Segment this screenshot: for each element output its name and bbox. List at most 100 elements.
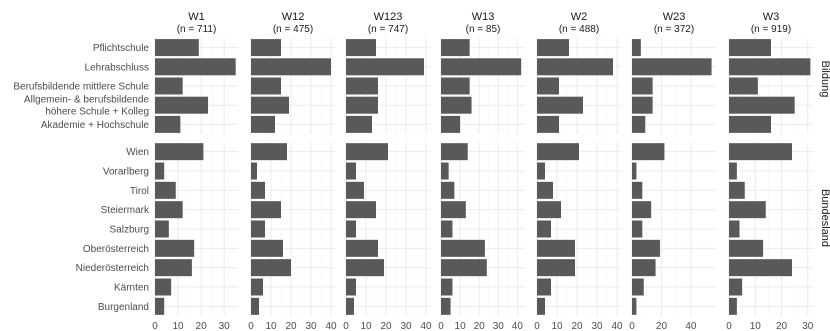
bar-w13-ober-sterreich [441, 239, 485, 257]
column-strip-label: W13 [472, 11, 495, 23]
bar-w2-wien [537, 143, 579, 161]
bar-w1-k-rnten [155, 278, 172, 296]
x-tick-label: 0 [534, 321, 540, 331]
bar-w12-berufsbildende-mittlere-schule [251, 77, 281, 95]
category-label: Salzburg [110, 225, 149, 236]
bar-w13-nieder-sterreich [441, 259, 487, 277]
category-label: Pflichtschule [93, 43, 150, 54]
bar-w1-lehrabschluss [155, 58, 236, 76]
bar-w1-pflichtschule [155, 39, 199, 57]
x-tick-label: 0 [629, 321, 635, 331]
column-n-label: (n = 372) [654, 24, 694, 35]
bar-w3-pflichtschule [729, 39, 771, 57]
bar-w12-k-rnten [251, 278, 263, 296]
column-strip-label: W3 [763, 11, 780, 23]
bar-w23-pflichtschule [632, 39, 641, 57]
bar-w13-k-rnten [441, 278, 453, 296]
bar-w12-burgenland [251, 297, 259, 315]
x-tick-label: 10 [172, 321, 184, 331]
bar-w12-wien [251, 143, 287, 161]
x-tick-label: 40 [611, 321, 623, 331]
bar-w3-salzburg [729, 220, 740, 238]
bar-w123-akademie-hochschule [346, 115, 372, 133]
bar-w12-nieder-sterreich [251, 259, 291, 277]
column-strip-label: W1 [188, 11, 205, 23]
bar-w2-tirol [537, 181, 553, 199]
row-strip-label-bundesland: Bundesland [819, 189, 830, 247]
bar-w2-k-rnten [537, 278, 551, 296]
category-label: Steiermark [101, 205, 150, 216]
bar-w1-salzburg [155, 220, 169, 238]
bar-w123-pflichtschule [346, 39, 376, 57]
category-label: Burgenland [98, 302, 149, 313]
bar-w12-steiermark [251, 201, 281, 219]
bar-w3-nieder-sterreich [729, 259, 792, 277]
bar-w3-ober-sterreich [729, 239, 764, 257]
x-tick-label: 20 [571, 321, 583, 331]
bar-w13-tirol [441, 181, 455, 199]
bar-w13-salzburg [441, 220, 453, 238]
bar-w2-vorarlberg [537, 162, 545, 180]
column-strip-label: W23 [663, 11, 686, 23]
column-n-label: (n = 85) [466, 24, 501, 35]
x-tick-label: 30 [219, 321, 231, 331]
x-tick-label: 20 [656, 321, 668, 331]
category-label: Lehrabschluss [85, 62, 149, 73]
bar-w3-vorarlberg [729, 162, 737, 180]
bar-w13-lehrabschluss [441, 58, 522, 76]
bar-w12-salzburg [251, 220, 265, 238]
bar-w12-ober-sterreich [251, 239, 283, 257]
bar-w123-burgenland [346, 297, 354, 315]
bar-w123-tirol [346, 181, 364, 199]
column-n-label: (n = 747) [368, 24, 408, 35]
bar-w2-allgemein-berufsbildende-h-here-schule-kolleg [537, 96, 583, 114]
column-strip-label: W12 [282, 11, 305, 23]
x-tick-label: 10 [750, 321, 762, 331]
column-n-label: (n = 475) [273, 24, 313, 35]
category-label: Tirol [130, 186, 149, 197]
bar-w123-salzburg [346, 220, 356, 238]
bar-w1-vorarlberg [155, 162, 165, 180]
bar-w13-akademie-hochschule [441, 115, 461, 133]
category-label: Berufsbildende mittlere Schule [13, 82, 149, 93]
category-label: Akademie + Hochschule [41, 120, 150, 131]
bar-w13-steiermark [441, 201, 466, 219]
category-label: Wien [126, 147, 149, 158]
bar-w23-lehrabschluss [632, 58, 712, 76]
bar-w3-tirol [729, 181, 745, 199]
category-label: Niederösterreich [76, 263, 149, 274]
x-tick-label: 20 [380, 321, 392, 331]
category-label: Oberösterreich [83, 244, 149, 255]
bar-w12-pflichtschule [251, 39, 281, 57]
bar-w3-berufsbildende-mittlere-schule [729, 77, 758, 95]
x-tick-label: 20 [776, 321, 788, 331]
bar-w13-berufsbildende-mittlere-schule [441, 77, 470, 95]
bar-w12-lehrabschluss [251, 58, 331, 76]
bar-w123-nieder-sterreich [346, 259, 384, 277]
x-tick-label: 20 [474, 321, 486, 331]
bar-w23-akademie-hochschule [632, 115, 646, 133]
bar-w2-pflichtschule [537, 39, 569, 57]
column-strip-label: W2 [571, 11, 588, 23]
category-label: Vorarlberg [103, 167, 149, 178]
bar-w1-akademie-hochschule [155, 115, 181, 133]
bar-w3-steiermark [729, 201, 766, 219]
bar-w23-steiermark [632, 201, 652, 219]
x-tick-label: 30 [493, 321, 505, 331]
column-n-label: (n = 711) [177, 24, 217, 35]
x-tick-label: 30 [591, 321, 603, 331]
bar-w1-nieder-sterreich [155, 259, 192, 277]
bar-w123-ober-sterreich [346, 239, 378, 257]
x-tick-label: 0 [152, 321, 158, 331]
bar-w23-allgemein-berufsbildende-h-here-schule-kolleg [632, 96, 653, 114]
bar-w2-ober-sterreich [537, 239, 575, 257]
x-tick-label: 30 [400, 321, 412, 331]
x-tick-label: 20 [285, 321, 297, 331]
bar-w13-burgenland [441, 297, 451, 315]
column-n-label: (n = 488) [559, 24, 599, 35]
bar-w2-steiermark [537, 201, 561, 219]
bar-w23-nieder-sterreich [632, 259, 656, 277]
x-tick-label: 30 [802, 321, 814, 331]
bar-w1-berufsbildende-mittlere-schule [155, 77, 183, 95]
x-tick-label: 40 [420, 321, 432, 331]
